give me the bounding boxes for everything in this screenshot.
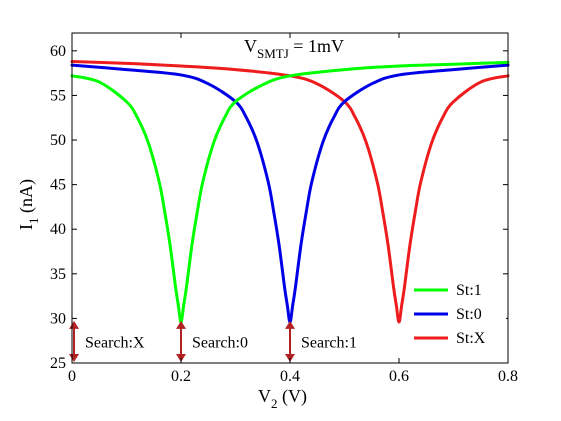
tick-layer: 0 0.2 0.4 0.6 0.8 25 30 35 40 45 50 55 60 (50, 33, 518, 385)
y-tick-label: 25 (50, 355, 66, 372)
chart-title-prefix: V (244, 36, 257, 56)
y-tick-label: 55 (50, 87, 66, 104)
y-axis-label-prefix: I (16, 224, 36, 230)
y-tick-label: 35 (50, 266, 66, 283)
series-line-st-1 (70, 60, 510, 324)
y-axis-label-suffix: (nA) (16, 179, 37, 218)
y-tick-label: 45 (50, 177, 66, 194)
y-tick-label: 60 (50, 43, 66, 60)
legend-label: St:1 (456, 282, 482, 299)
y-tick-label: 30 (50, 310, 66, 327)
search-arrow-head-up (176, 320, 186, 329)
y-axis-label-subscript: 1 (26, 218, 41, 225)
x-tick-label: 0.4 (280, 368, 300, 385)
x-tick-label: 0 (68, 368, 76, 385)
y-tick-label: 50 (50, 132, 66, 149)
x-axis-label-subscript: 2 (271, 396, 278, 411)
x-axis-label: V2 (V) (258, 386, 307, 411)
search-annotation-label: Search:X (85, 334, 145, 351)
search-annotation-label: Search:1 (301, 334, 357, 351)
search-annotation-label: Search:0 (192, 334, 248, 351)
chart-title: VSMTJ = 1mV (244, 36, 344, 61)
chart-title-subscript: SMTJ (257, 46, 289, 61)
x-axis-label-prefix: V (258, 386, 271, 406)
legend: St:1 St:0 St:X (408, 278, 506, 360)
y-tick-label: 40 (50, 221, 66, 238)
chart-title-suffix: = 1mV (289, 36, 344, 56)
search-arrow-head-up (285, 320, 295, 329)
y-axis-label: I1 (nA) (16, 179, 41, 230)
legend-label: St:X (456, 330, 486, 347)
legend-label: St:0 (456, 306, 482, 323)
x-tick-label: 0.8 (498, 368, 518, 385)
x-axis-label-suffix: (V) (278, 386, 308, 407)
x-tick-label: 0.6 (389, 368, 409, 385)
x-tick-label: 0.2 (171, 368, 191, 385)
legend-box (408, 278, 506, 360)
